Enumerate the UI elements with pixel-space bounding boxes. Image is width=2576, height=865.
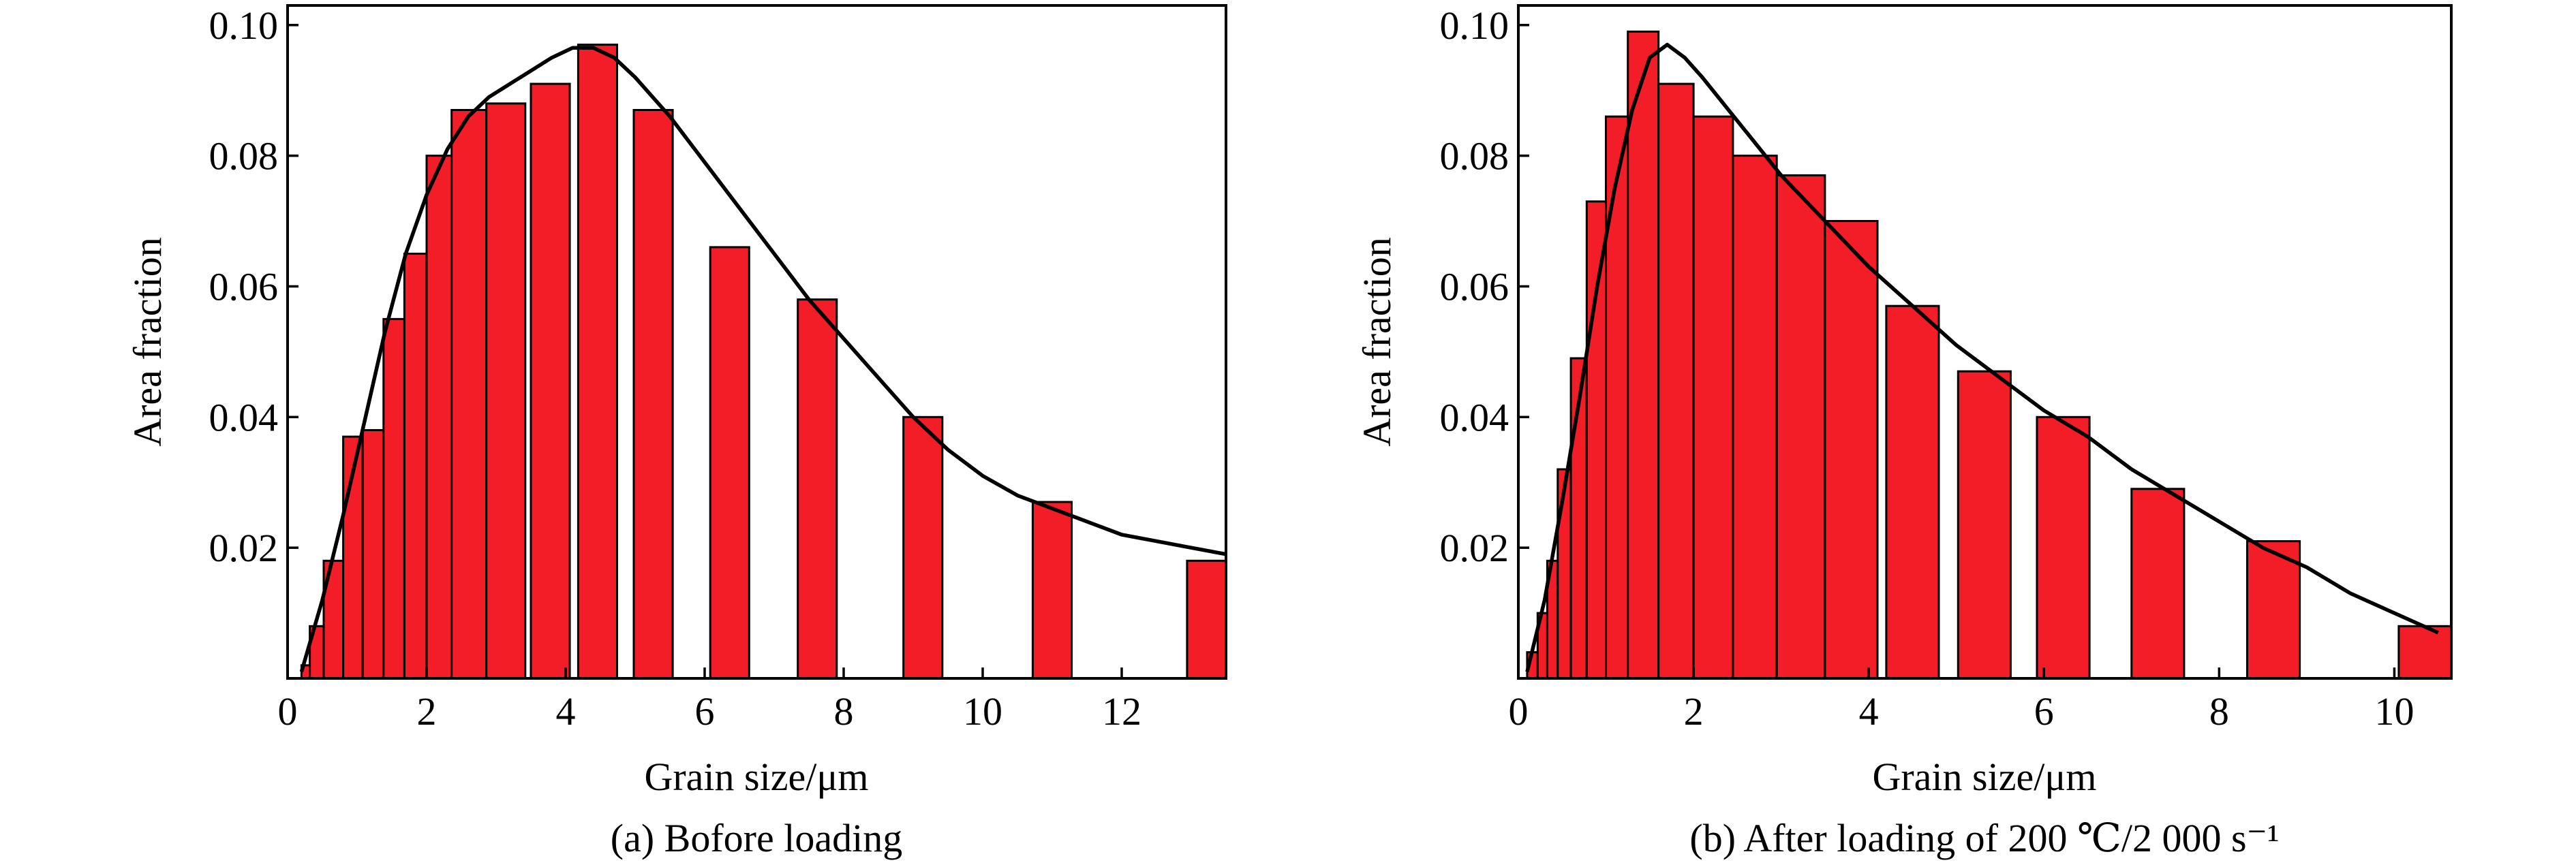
panel-a-before-loading: 0 2 4 6 8 10 12 0.02 0.04 0.06 0.08 0.10 Area fract… bbox=[125, 3, 1227, 860]
panel-a-y-tick-label-4: 0.10 bbox=[209, 3, 279, 48]
panel-b-x-tick-label-4: 8 bbox=[2209, 689, 2229, 734]
panel-a-y-axis-title: Area fraction bbox=[125, 237, 170, 447]
panel-b-bar-14 bbox=[1885, 304, 1940, 680]
panel-a-bar-13 bbox=[632, 109, 674, 680]
panel-a-bar-8 bbox=[425, 155, 453, 680]
panel-b-fit-curve bbox=[1525, 42, 2439, 673]
panel-b-bar-9 bbox=[1657, 82, 1695, 680]
panel-b-bar-10 bbox=[1692, 115, 1734, 680]
panel-a-bar-5 bbox=[361, 429, 385, 680]
panel-b-bar-17 bbox=[2130, 488, 2186, 680]
panel-a-bar-12 bbox=[577, 44, 619, 680]
panel-b-bar-8 bbox=[1627, 30, 1660, 680]
panel-b-bar-19 bbox=[2397, 625, 2453, 680]
panel-a-bars bbox=[300, 44, 1227, 680]
panel-a-bar-15 bbox=[797, 298, 838, 680]
panel-b-caption: (b) After loading of 200 ℃/2 000 s⁻¹ bbox=[1689, 816, 2279, 860]
panel-a-y-tick-label-0: 0.02 bbox=[209, 526, 279, 570]
panel-a-bar-14 bbox=[709, 246, 750, 680]
panel-a-bar-18 bbox=[1186, 559, 1227, 680]
panel-b-fit-curve-group bbox=[1525, 42, 2439, 673]
panel-a-x-tick-label-1: 2 bbox=[417, 689, 437, 734]
panel-b-y-tick-label-0: 0.02 bbox=[1440, 526, 1509, 570]
panel-a-x-tick-label-2: 4 bbox=[556, 689, 576, 734]
panel-b-x-tick-label-0: 0 bbox=[1509, 689, 1529, 734]
panel-a-fit-curve-group bbox=[299, 46, 1227, 673]
panel-a-x-tick-label-6: 12 bbox=[1102, 689, 1141, 734]
panel-b-bar-7 bbox=[1605, 115, 1629, 680]
panel-a-bar-9 bbox=[450, 109, 488, 680]
panel-a-bar-10 bbox=[485, 102, 527, 680]
panel-b-bar-4 bbox=[1557, 468, 1572, 680]
panel-a-bar-16 bbox=[902, 415, 944, 680]
panel-a-bar-7 bbox=[403, 253, 428, 680]
panel-a-x-axis-title: Grain size/μm bbox=[644, 755, 868, 799]
panel-b-x-tick-label-3: 6 bbox=[2034, 689, 2054, 734]
panel-b-bar-18 bbox=[2246, 540, 2301, 680]
panel-b-y-tick-label-3: 0.08 bbox=[1440, 134, 1509, 178]
panel-a-x-tick-label-5: 10 bbox=[963, 689, 1002, 734]
panel-b-x-axis-title: Grain size/μm bbox=[1872, 755, 2096, 799]
panel-a-bar-11 bbox=[530, 82, 571, 680]
panel-a-caption: (a) Bofore loading bbox=[611, 816, 902, 860]
panel-b-y-tick-label-4: 0.10 bbox=[1440, 3, 1509, 48]
panel-b-bar-15 bbox=[1957, 370, 2012, 680]
panel-b-x-tick-label-2: 4 bbox=[1859, 689, 1879, 734]
panel-a-bar-6 bbox=[382, 317, 405, 680]
panel-a-x-tick-label-4: 8 bbox=[834, 689, 854, 734]
panel-a-y-tick-label-1: 0.04 bbox=[209, 395, 279, 439]
panel-b-bar-13 bbox=[1824, 220, 1879, 680]
panel-a-y-tick-label-2: 0.06 bbox=[209, 264, 279, 309]
panel-b-plot-frame bbox=[1517, 4, 2453, 680]
panel-b-bar-16 bbox=[2036, 415, 2091, 680]
panel-b-x-tick-label-5: 10 bbox=[2374, 689, 2414, 734]
panel-b-y-tick-label-2: 0.06 bbox=[1440, 264, 1509, 309]
panel-b-bar-6 bbox=[1585, 200, 1608, 680]
panel-b-axis-ticks: 0 2 4 6 8 10 0.02 0.04 0.06 0.08 0.10 bbox=[1440, 3, 2414, 734]
panel-b-y-tick-label-1: 0.04 bbox=[1440, 395, 1509, 439]
panel-b-bars bbox=[1526, 30, 2453, 680]
panel-b-after-loading: 0 2 4 6 8 10 0.02 0.04 0.06 0.08 0.10 Area fractio… bbox=[1355, 3, 2453, 860]
panel-a-axis-ticks: 0 2 4 6 8 10 12 0.02 0.04 0.06 0.08 0.10 bbox=[209, 3, 1142, 734]
panel-a-x-tick-label-3: 6 bbox=[695, 689, 715, 734]
panel-a-x-tick-label-0: 0 bbox=[278, 689, 298, 734]
panel-a-bar-17 bbox=[1031, 501, 1073, 680]
panel-b-bar-12 bbox=[1775, 174, 1826, 680]
panel-b-bar-11 bbox=[1732, 155, 1778, 680]
panel-a-fit-curve bbox=[299, 46, 1227, 673]
panel-a-plot-frame bbox=[286, 4, 1227, 680]
panel-b-y-axis-title: Area fraction bbox=[1355, 237, 1399, 447]
panel-b-x-tick-label-1: 2 bbox=[1684, 689, 1704, 734]
panel-a-y-tick-label-3: 0.08 bbox=[209, 134, 279, 178]
